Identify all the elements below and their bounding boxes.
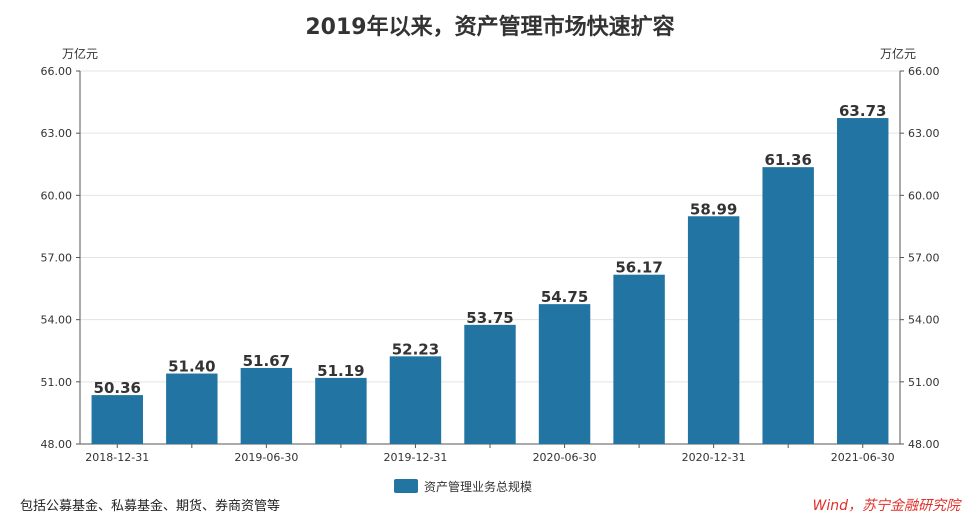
bar: [389, 356, 442, 444]
bar: [240, 367, 293, 444]
bar: [538, 304, 591, 444]
y-tick-right: 54.00: [908, 314, 940, 327]
y-tick-left: 63.00: [41, 127, 73, 140]
x-tick-labels: 2018-12-31 2019-06-30 2019-12-31 2020-06-30…: [85, 444, 895, 464]
legend-label: 资产管理业务总规模: [424, 479, 532, 494]
y-tick-left: 51.00: [41, 376, 73, 389]
chart-title: 2019年以来，资产管理市场快速扩容: [305, 14, 674, 40]
y-tick-right: 48.00: [908, 438, 940, 451]
y-tick-right: 60.00: [908, 189, 940, 202]
legend-swatch: [394, 479, 418, 493]
bar: [613, 274, 665, 444]
bar: [315, 377, 367, 444]
bar: [837, 118, 889, 445]
left-axis-unit: 万亿元: [62, 46, 98, 61]
x-tick-label: 2021-06-30: [831, 451, 895, 464]
bar: [91, 395, 143, 444]
data-label: 52.23: [392, 340, 439, 358]
bar: [687, 216, 740, 444]
data-labels: 50.36 51.40 51.67 51.19 52.23 53.75 54.75 56.17…: [94, 102, 887, 397]
footnote: 包括公募基金、私募基金、期货、券商资管等: [20, 498, 280, 514]
data-label: 56.17: [615, 259, 662, 277]
data-label: 58.99: [690, 200, 737, 218]
bars: [91, 118, 889, 445]
legend: 资产管理业务总规模: [394, 479, 532, 494]
y-tick-left: 54.00: [41, 314, 73, 327]
y-tick-labels: 48.00 48.00 51.00 51.00 54.00 54.00 57.00 57.00…: [41, 65, 940, 451]
data-label: 51.40: [168, 358, 215, 376]
data-label: 61.36: [764, 151, 811, 169]
data-label: 51.67: [243, 352, 290, 370]
bar: [464, 324, 516, 444]
y-tick-left: 57.00: [41, 252, 73, 265]
right-axis-unit: 万亿元: [880, 46, 916, 61]
y-tick-left: 48.00: [41, 438, 73, 451]
data-label: 63.73: [839, 102, 886, 120]
source-note: Wind，苏宁金融研究院: [813, 498, 962, 514]
x-tick-label: 2020-06-30: [533, 451, 597, 464]
data-label: 53.75: [466, 309, 513, 327]
bar: [166, 373, 218, 444]
data-label: 50.36: [94, 379, 141, 397]
x-tick-label: 2019-06-30: [234, 451, 298, 464]
y-tick-right: 63.00: [908, 127, 940, 140]
x-tick-label: 2019-12-31: [383, 451, 447, 464]
y-tick-right: 57.00: [908, 252, 940, 265]
y-tick-right: 51.00: [908, 376, 940, 389]
y-tick-left: 60.00: [41, 189, 73, 202]
data-label: 51.19: [317, 362, 364, 380]
x-tick-label: 2018-12-31: [85, 451, 149, 464]
y-tick-right: 66.00: [908, 65, 940, 78]
data-label: 54.75: [541, 288, 588, 306]
bar: [762, 167, 814, 444]
x-tick-label: 2020-12-31: [682, 451, 746, 464]
y-tick-left: 66.00: [41, 65, 73, 78]
